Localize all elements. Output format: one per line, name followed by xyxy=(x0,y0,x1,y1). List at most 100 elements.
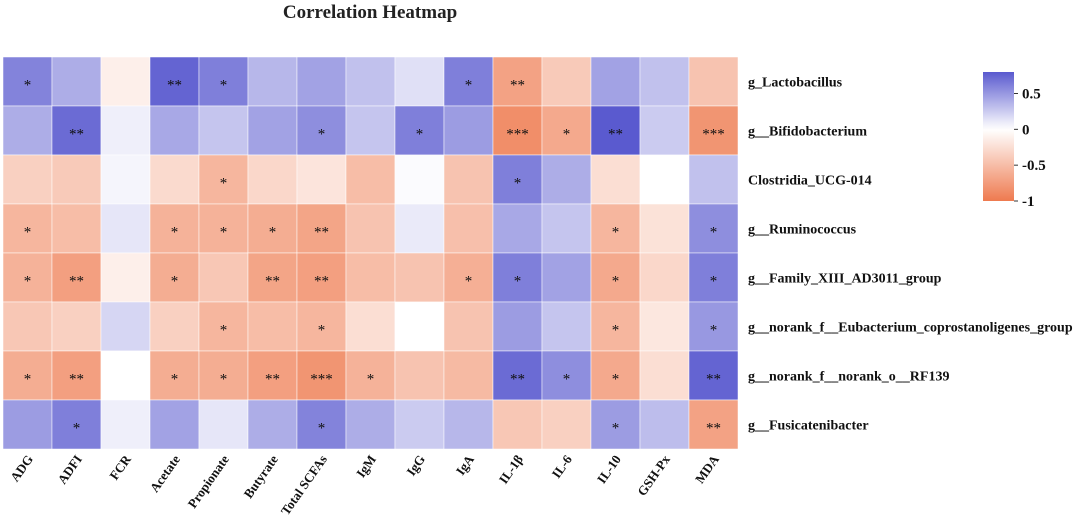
heatmap-cell xyxy=(688,350,739,401)
significance-marker: * xyxy=(416,127,424,143)
heatmap-cell xyxy=(2,301,53,352)
heatmap-cell xyxy=(100,203,151,254)
significance-marker: * xyxy=(710,323,718,339)
significance-marker: ** xyxy=(706,372,721,388)
significance-marker: * xyxy=(269,225,277,241)
heatmap-cell xyxy=(541,56,592,107)
column-label: IL-10 xyxy=(594,452,624,486)
heatmap-cell xyxy=(247,154,298,205)
heatmap-cell xyxy=(492,203,543,254)
significance-marker: * xyxy=(612,323,620,339)
significance-marker: * xyxy=(710,225,718,241)
heatmap-cell xyxy=(541,301,592,352)
heatmap-cell xyxy=(247,252,298,303)
significance-marker: * xyxy=(563,127,571,143)
heatmap-cell xyxy=(2,350,53,401)
heatmap-cell xyxy=(2,154,53,205)
heatmap-cell xyxy=(345,399,396,450)
colorbar-tick-label: -1 xyxy=(1022,194,1035,210)
significance-marker: * xyxy=(220,225,228,241)
heatmap-cell xyxy=(443,350,494,401)
significance-marker: * xyxy=(24,372,32,388)
heatmap-cell xyxy=(492,105,543,156)
heatmap-cell xyxy=(198,252,249,303)
heatmap-cell xyxy=(2,252,53,303)
heatmap-cell xyxy=(443,203,494,254)
heatmap-cell xyxy=(639,203,690,254)
heatmap-cell xyxy=(296,154,347,205)
significance-marker: * xyxy=(24,225,32,241)
row-label: g__Fusicatenibacter xyxy=(748,419,869,434)
heatmap-cell xyxy=(51,203,102,254)
significance-marker: * xyxy=(612,372,620,388)
heatmap-cell xyxy=(443,252,494,303)
heatmap-cell xyxy=(394,56,445,107)
heatmap-cell xyxy=(149,105,200,156)
heatmap-cell xyxy=(394,350,445,401)
heatmap-cell xyxy=(394,154,445,205)
heatmap-cell xyxy=(590,301,641,352)
significance-marker: *** xyxy=(310,372,333,388)
heatmap-cell xyxy=(296,301,347,352)
column-label: Acetate xyxy=(147,452,183,495)
heatmap-cell xyxy=(394,399,445,450)
significance-marker: *** xyxy=(506,127,529,143)
significance-marker: ** xyxy=(510,78,525,94)
row-label: g__Family_XIII_AD3011_group xyxy=(748,272,942,287)
row-label: g__norank_f__Eubacterium_coprostanoligen… xyxy=(748,321,1073,336)
heatmap-cell xyxy=(247,105,298,156)
heatmap-cell xyxy=(492,301,543,352)
heatmap-cell xyxy=(247,350,298,401)
heatmap-cell xyxy=(149,252,200,303)
heatmap-cell xyxy=(639,154,690,205)
significance-marker: * xyxy=(563,372,571,388)
significance-marker: * xyxy=(612,225,620,241)
significance-marker: ** xyxy=(69,127,84,143)
heatmap-cell xyxy=(639,301,690,352)
significance-marker: * xyxy=(24,78,32,94)
heatmap-cell xyxy=(590,252,641,303)
heatmap-cell xyxy=(51,154,102,205)
heatmap-cell xyxy=(541,154,592,205)
heatmap-cell xyxy=(198,301,249,352)
heatmap-cell xyxy=(51,350,102,401)
heatmap-cell xyxy=(2,399,53,450)
heatmap-cell xyxy=(394,301,445,352)
row-labels: g_Lactobacillus g__Bifidobacterium Clostri… xyxy=(748,76,1073,434)
heatmap-cell xyxy=(296,399,347,450)
heatmap-cell xyxy=(345,252,396,303)
significance-marker: ** xyxy=(265,372,280,388)
heatmap-cell xyxy=(688,56,739,107)
heatmap-cell xyxy=(345,154,396,205)
heatmap-cell xyxy=(688,105,739,156)
significance-marker: * xyxy=(514,274,522,290)
heatmap-cell xyxy=(100,399,151,450)
heatmap-cell xyxy=(51,399,102,450)
significance-marker: ** xyxy=(167,78,182,94)
column-label: ADFI xyxy=(54,452,85,487)
chart-title: Correlation Heatmap xyxy=(282,2,458,23)
column-label: IgG xyxy=(403,452,428,478)
significance-marker: * xyxy=(710,274,718,290)
column-label: Butyrate xyxy=(241,452,282,501)
colorbar-gradient xyxy=(983,72,1014,201)
heatmap-cell xyxy=(149,350,200,401)
significance-marker: ** xyxy=(706,421,721,437)
heatmap-cell xyxy=(100,56,151,107)
heatmap-cell xyxy=(443,301,494,352)
heatmap-cell xyxy=(492,399,543,450)
heatmap-cell xyxy=(590,399,641,450)
heatmap-cell xyxy=(639,56,690,107)
heatmap-cell xyxy=(51,301,102,352)
significance-marker: ** xyxy=(314,225,329,241)
column-label: Total SCFAs xyxy=(278,452,330,518)
significance-marker: * xyxy=(220,176,228,192)
significance-marker: ** xyxy=(69,274,84,290)
significance-marker: * xyxy=(514,176,522,192)
row-label: g__Ruminococcus xyxy=(748,223,857,238)
column-labels: ADG ADFI FCR Acetate Propionate ButyrateTotal… xyxy=(7,452,722,518)
heatmap-cell xyxy=(345,301,396,352)
heatmap-cell xyxy=(541,203,592,254)
heatmap-cell xyxy=(492,56,543,107)
heatmap-cell xyxy=(247,399,298,450)
